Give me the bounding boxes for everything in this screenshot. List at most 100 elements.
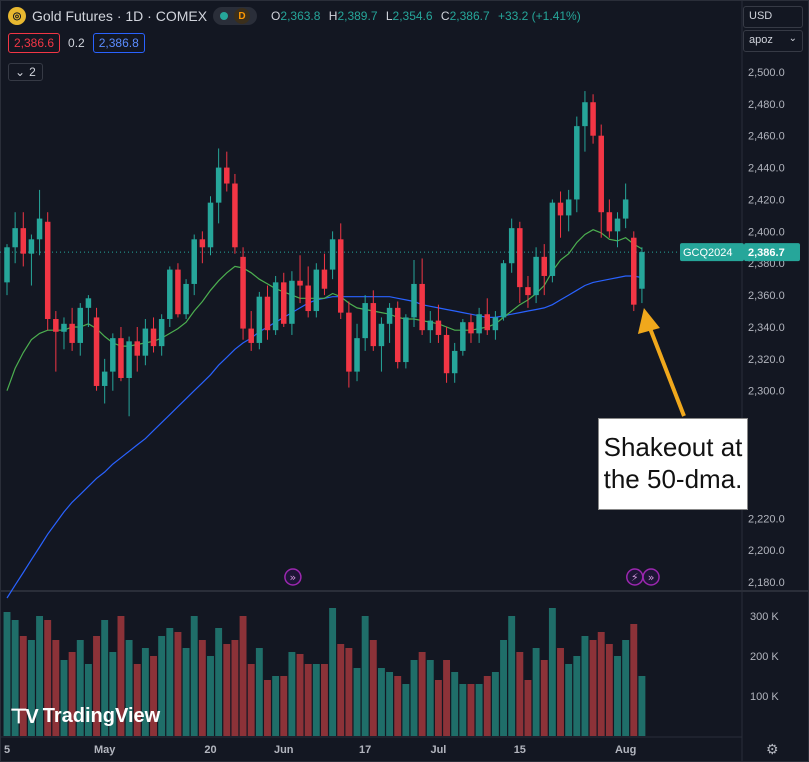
volume-bar <box>84 664 92 736</box>
gold-logo-icon: ◎ <box>8 7 26 25</box>
volume-bar <box>247 664 255 736</box>
volume-bar <box>76 640 84 736</box>
volume-bar <box>158 636 166 736</box>
volume-bar <box>304 664 312 736</box>
volume-bar <box>288 652 296 736</box>
candle-body <box>631 237 637 305</box>
volume-bar <box>451 672 459 736</box>
volume-bar <box>565 664 573 736</box>
annotation-callout: Shakeout at the 50-dma. <box>598 418 748 510</box>
ohlc-close-value: 2,386.7 <box>449 9 490 23</box>
candle-body <box>370 303 377 347</box>
scale-mode-select[interactable]: apoz ⌄ <box>743 30 803 52</box>
candle-body <box>272 282 279 331</box>
event-glyph: ⚡ <box>631 571 639 584</box>
candle-body <box>346 312 352 372</box>
ohlc-low-value: 2,354.6 <box>392 9 433 23</box>
candle-body <box>582 102 588 127</box>
volume-bar <box>11 620 19 736</box>
candle-body <box>256 296 263 343</box>
price-tick-label: 2,360.0 <box>748 290 785 302</box>
candle-body <box>93 317 100 386</box>
ohlc-open-value: 2,363.8 <box>280 9 321 23</box>
status-letter: D <box>234 8 251 24</box>
currency-select[interactable]: USD <box>743 6 803 28</box>
tradingview-branding[interactable]: ⊤V TradingView <box>10 704 160 729</box>
volume-bar <box>500 640 507 736</box>
volume-tick-label: 100 K <box>750 691 779 703</box>
candle-body <box>525 287 531 296</box>
symbol-tag-label: GCQ2024 <box>683 247 733 259</box>
indicators-count: 2 <box>29 65 36 79</box>
candle-body <box>362 303 368 339</box>
volume-bar <box>52 640 60 736</box>
tradingview-logo-icon: ⊤V <box>10 706 39 728</box>
volume-bar <box>622 640 630 736</box>
quote-row: 2,386.6 0.2 2,386.8 <box>8 33 145 53</box>
candle-body <box>386 307 393 324</box>
volume-bar <box>207 656 214 736</box>
spread-value: 0.2 <box>68 36 85 50</box>
candle-body <box>20 228 27 254</box>
candle-body <box>541 256 547 276</box>
price-tick-label: 2,400.0 <box>748 226 785 238</box>
currency-value: USD <box>749 10 773 22</box>
sell-price-button[interactable]: 2,386.6 <box>8 33 61 53</box>
dividend-event-icon <box>642 568 660 586</box>
ohlc-high-key: H <box>328 9 338 23</box>
candle-body <box>44 221 51 320</box>
volume-bar <box>44 620 52 736</box>
volume-bar <box>19 636 27 736</box>
gear-icon[interactable]: ⚙ <box>766 741 779 757</box>
candle-body <box>118 338 124 378</box>
price-tick-label: 2,380.0 <box>748 258 785 270</box>
volume-bar <box>467 684 475 736</box>
event-glyph: » <box>290 571 297 584</box>
volume-bar <box>377 668 385 736</box>
candle-body <box>378 323 385 347</box>
candle-body <box>533 256 539 296</box>
candle-body <box>337 239 344 313</box>
candle-body <box>598 135 604 213</box>
candle-body <box>476 314 482 334</box>
symbol-tag <box>680 243 744 262</box>
candle-body <box>305 285 311 312</box>
volume-tick-label: 200 K <box>750 651 779 663</box>
volume-bar <box>109 652 117 736</box>
market-status[interactable]: D <box>213 7 258 25</box>
volume-bar <box>630 624 638 736</box>
volume-bar <box>369 640 377 736</box>
candle-body <box>207 202 214 248</box>
candle-body <box>199 239 206 248</box>
volume-bar <box>459 684 467 736</box>
volume-bar <box>272 676 280 736</box>
candle-body <box>517 228 523 288</box>
volume-bar <box>321 664 328 736</box>
candle-body <box>53 319 59 332</box>
price-tick-label: 2,500.0 <box>748 67 785 79</box>
price-tick-label: 2,460.0 <box>748 131 785 143</box>
volume-bar <box>434 680 442 736</box>
buy-price-button[interactable]: 2,386.8 <box>92 33 145 53</box>
candle-body <box>500 263 507 318</box>
symbol-title[interactable]: Gold Futures · 1D · COMEX <box>32 8 208 24</box>
indicators-toggle-button[interactable]: ⌄ 2 <box>8 63 43 81</box>
candle-body <box>77 307 84 343</box>
time-tick-label: Aug <box>615 744 636 756</box>
volume-bar <box>36 616 44 736</box>
candle-body <box>28 239 35 254</box>
volume-bar <box>239 616 247 736</box>
candle-body <box>606 212 613 232</box>
volume-bar <box>605 644 613 736</box>
candle-body <box>264 296 271 331</box>
candle-body <box>492 317 499 331</box>
volume-bar <box>394 676 402 736</box>
price-tick-label: 2,200.0 <box>748 545 785 557</box>
candle-body <box>460 322 466 351</box>
volume-bar <box>166 628 174 736</box>
price-tick-label: 2,320.0 <box>748 354 785 366</box>
volume-bar <box>60 660 68 736</box>
candle-body <box>289 280 295 324</box>
volume-bar <box>27 640 35 736</box>
